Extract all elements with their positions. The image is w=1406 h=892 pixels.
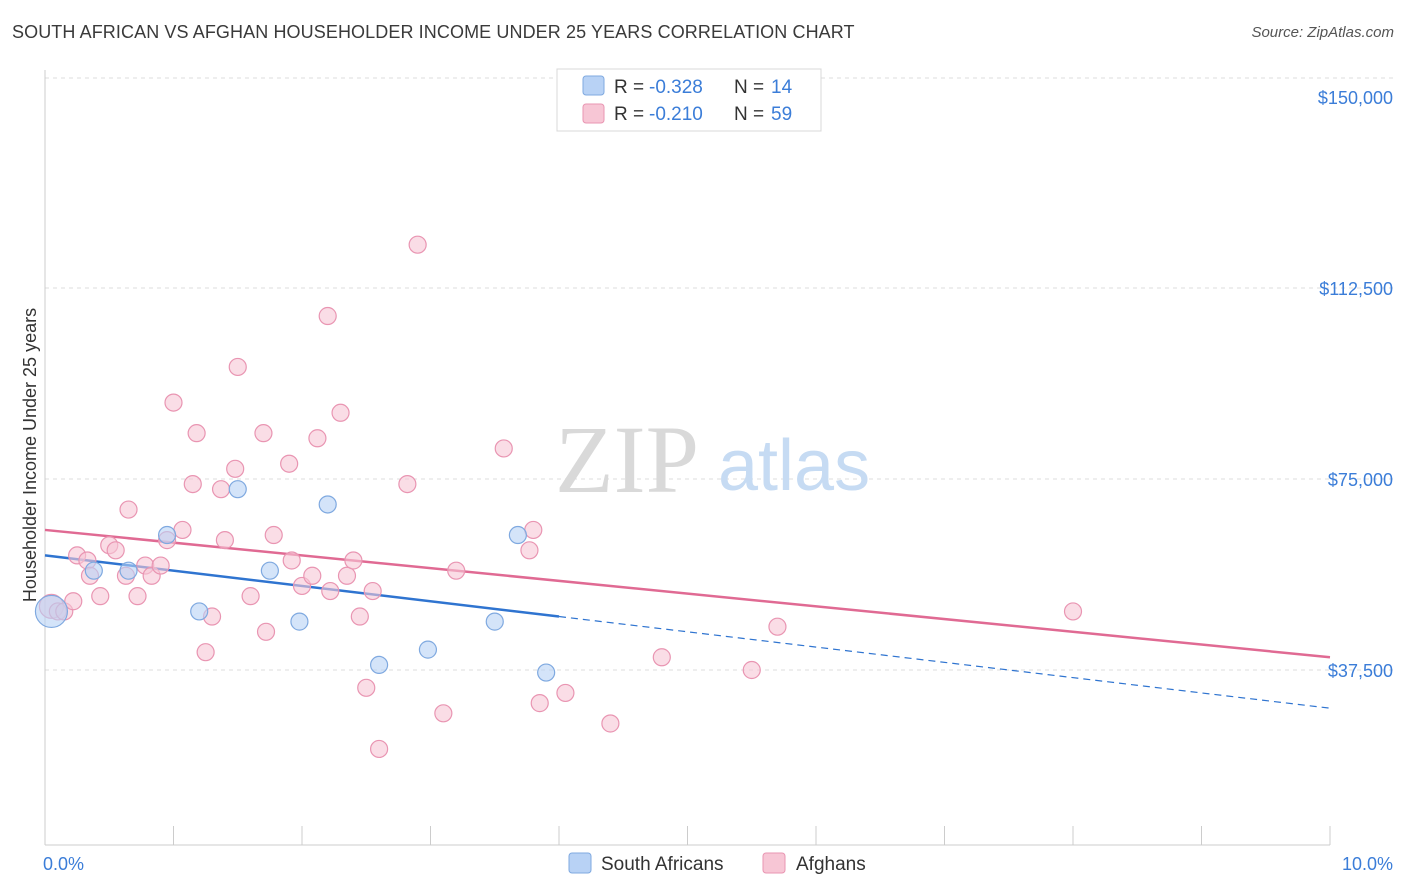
bottom-legend-label-afghans: Afghans: [796, 854, 866, 875]
y-tick-label: $112,500: [1319, 279, 1393, 299]
point-afghans: [128, 587, 147, 606]
trend-line-south-africans-extension: [558, 615, 1331, 709]
legend-n-label-1: N =: [734, 77, 764, 98]
point-afghans: [331, 403, 350, 422]
legend-n-label-2: N =: [734, 104, 764, 125]
point-afghans: [183, 474, 202, 494]
point-afghans: [398, 474, 417, 494]
watermark-zip: ZIP: [555, 406, 699, 513]
point-south-africans: [157, 525, 177, 545]
point-afghans: [196, 643, 215, 662]
point-south-africans: [290, 612, 309, 631]
grid-lines: [45, 77, 1395, 671]
point-south-africans: [318, 495, 337, 514]
point-afghans: [434, 704, 453, 723]
point-south-africans: [228, 480, 247, 499]
point-afghans: [350, 607, 369, 626]
bottom-legend-label-south-africans: South Africans: [601, 854, 724, 875]
legend-r-label-1: R =: [614, 77, 644, 98]
point-afghans: [1063, 602, 1083, 621]
x-tick-labels: 0.0% 10.0%: [43, 854, 1393, 874]
point-afghans: [226, 459, 245, 478]
point-south-africans: [190, 602, 209, 621]
source-label: Source: ZipAtlas.com: [1251, 24, 1394, 41]
chart-title: SOUTH AFRICAN VS AFGHAN HOUSEHOLDER INCO…: [12, 22, 855, 42]
point-afghans: [151, 556, 170, 575]
point-afghans: [370, 739, 389, 759]
legend-r-value-2: -0.210: [649, 104, 703, 125]
point-afghans: [173, 520, 192, 540]
point-afghans: [64, 592, 83, 611]
point-afghans: [215, 531, 234, 550]
point-afghans: [256, 622, 276, 641]
point-south-africans: [508, 525, 527, 545]
point-afghans: [91, 587, 110, 606]
bottom-legend-swatch-south-africans: [568, 852, 592, 874]
point-afghans: [601, 714, 620, 733]
point-south-africans: [370, 655, 389, 675]
point-afghans: [337, 566, 357, 585]
point-afghans: [187, 424, 206, 443]
point-afghans: [768, 617, 787, 636]
point-afghans: [357, 678, 376, 697]
legend-n-value-2: 59: [771, 104, 792, 125]
legend: R = -0.328 N = 14 R = -0.210 N = 59: [556, 68, 822, 132]
y-tick-labels: $37,500 $75,000 $112,500 $150,000: [1318, 88, 1393, 681]
watermark-atlas: atlas: [718, 426, 870, 506]
point-afghans: [211, 480, 231, 499]
point-south-africans: [84, 561, 103, 580]
point-afghans: [119, 500, 138, 519]
point-afghans: [494, 439, 513, 458]
legend-swatch-afghans: [582, 103, 605, 124]
point-south-africans: [418, 640, 438, 659]
point-afghans: [282, 551, 301, 570]
point-afghans: [303, 566, 322, 585]
bottom-legend: South Africans Afghans: [568, 852, 866, 875]
point-afghans: [264, 525, 283, 545]
point-afghans: [408, 235, 427, 254]
point-afghans: [447, 561, 466, 580]
legend-r-label-2: R =: [614, 104, 644, 125]
trend-lines: [44, 528, 1331, 709]
point-afghans: [520, 541, 539, 560]
x-tick-label-min: 0.0%: [43, 854, 84, 874]
point-afghans: [106, 541, 125, 560]
point-afghans: [321, 581, 340, 601]
legend-r-value-1: -0.328: [649, 77, 703, 98]
point-afghans: [652, 648, 671, 667]
point-afghans: [228, 357, 247, 377]
point-afghans: [344, 551, 363, 570]
watermark: ZIP atlas: [555, 406, 870, 513]
point-south-africans: [260, 561, 279, 580]
bottom-legend-swatch-afghans: [762, 852, 786, 874]
point-afghans: [308, 429, 327, 448]
x-tick-label-max: 10.0%: [1342, 854, 1393, 874]
point-afghans: [524, 520, 543, 540]
point-south-africans: [34, 594, 69, 629]
y-tick-label: $75,000: [1328, 470, 1393, 490]
point-afghans: [530, 694, 549, 713]
point-afghans: [164, 393, 183, 412]
point-afghans: [254, 424, 273, 443]
point-south-africans: [485, 612, 504, 631]
y-tick-label: $150,000: [1318, 88, 1393, 108]
legend-n-value-1: 14: [771, 77, 793, 98]
point-south-africans: [119, 561, 138, 580]
series-south-africans: [34, 480, 556, 682]
point-afghans: [241, 587, 260, 606]
axes: [44, 70, 1331, 846]
y-tick-label: $37,500: [1328, 661, 1393, 681]
trend-line-afghans: [44, 528, 1331, 659]
point-afghans: [280, 454, 299, 473]
point-afghans: [318, 306, 337, 326]
point-afghans: [556, 683, 575, 703]
point-afghans: [363, 581, 382, 601]
point-south-africans: [537, 663, 556, 682]
point-afghans: [742, 660, 761, 680]
y-axis-title: Householder Income Under 25 years: [20, 308, 40, 602]
legend-swatch-south-africans: [582, 75, 605, 96]
